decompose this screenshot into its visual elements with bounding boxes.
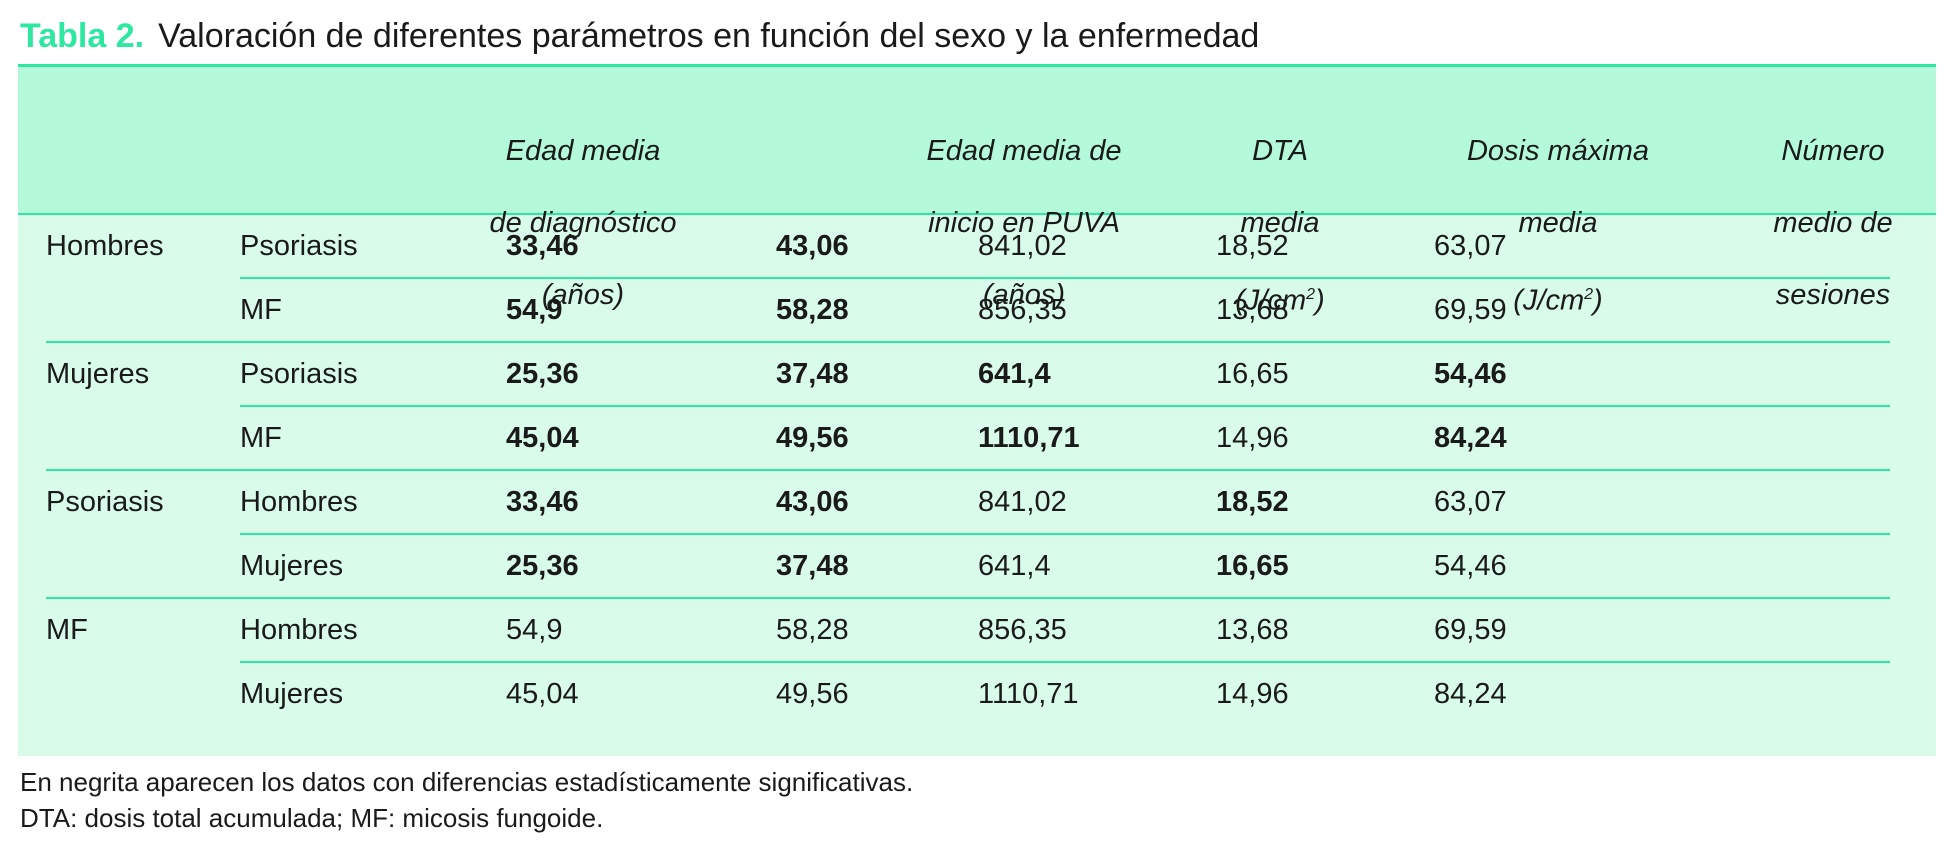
row-subgroup-label: Hombres: [240, 614, 358, 646]
row-divider: [240, 277, 1890, 279]
table-cell: 49,56: [776, 678, 849, 710]
footnote-bold-significance: En negrita aparecen los datos con difere…: [20, 767, 914, 797]
table-row: Hombres Psoriasis 33,46 43,06 841,02 18,52 63,…: [18, 214, 1936, 278]
table-cell: 54,9: [506, 614, 563, 646]
table-cell: 16,65: [1216, 358, 1289, 390]
row-subgroup-label: Psoriasis: [240, 230, 358, 262]
row-subgroup-label: MF: [240, 294, 282, 326]
table-cell: 84,24: [1434, 678, 1507, 710]
table-cell: 641,4: [978, 550, 1051, 582]
row-divider: [46, 469, 1890, 471]
table-cell: 18,52: [1216, 486, 1289, 518]
table-row: Mujeres 45,04 49,56 1110,71 14,96 84,24: [18, 662, 1936, 726]
table-cell: 13,68: [1216, 614, 1289, 646]
table-title-text: Valoración de diferentes parámetros en f…: [158, 17, 1260, 55]
table-cell: 43,06: [776, 486, 849, 518]
row-group-label: MF: [46, 614, 88, 646]
table-row: Mujeres 25,36 37,48 641,4 16,65 54,46: [18, 534, 1936, 598]
table-cell: 33,46: [506, 230, 579, 262]
table-header-row: Edad media de diagnóstico (años) Edad me…: [18, 67, 1936, 317]
row-divider: [46, 341, 1890, 343]
table-row: Mujeres Psoriasis 25,36 37,48 641,4 16,65 54,4…: [18, 342, 1936, 406]
table-cell: 43,06: [776, 230, 849, 262]
table-cell: 37,48: [776, 358, 849, 390]
table-cell: 33,46: [506, 486, 579, 518]
table-row: MF 45,04 49,56 1110,71 14,96 84,24: [18, 406, 1936, 470]
column-header-numero-sesiones: Número medio de sesiones: [1773, 135, 1893, 311]
table-cell: 63,07: [1434, 486, 1507, 518]
table-cell: 69,59: [1434, 614, 1507, 646]
table-row: MF Hombres 54,9 58,28 856,35 13,68 69,59: [18, 598, 1936, 662]
row-subgroup-label: Psoriasis: [240, 358, 358, 390]
row-divider: [240, 405, 1890, 407]
table-cell: 641,4: [978, 358, 1051, 390]
table-cell: 37,48: [776, 550, 849, 582]
footnote-abbreviations: DTA: dosis total acumulada; MF: micosis …: [20, 803, 604, 833]
table-cell: 45,04: [506, 422, 579, 454]
row-subgroup-label: Mujeres: [240, 678, 344, 710]
row-subgroup-label: Hombres: [240, 486, 358, 518]
row-divider: [240, 533, 1890, 535]
table-title: Tabla 2. Valoración de diferentes parámet…: [20, 14, 1259, 58]
table-cell: 69,59: [1434, 294, 1507, 326]
table-cell: 25,36: [506, 550, 579, 582]
table-cell: 84,24: [1434, 422, 1507, 454]
row-group-label: Hombres: [46, 230, 164, 262]
table-cell: 841,02: [978, 230, 1067, 262]
table-cell: 14,96: [1216, 422, 1289, 454]
table-cell: 49,56: [776, 422, 849, 454]
table-cell: 63,07: [1434, 230, 1507, 262]
table-cell: 18,52: [1216, 230, 1289, 262]
row-subgroup-label: Mujeres: [240, 550, 344, 582]
row-divider: [240, 661, 1890, 663]
table-cell: 54,9: [506, 294, 563, 326]
table-number-label: Tabla 2.: [20, 17, 145, 55]
column-header-dta-media: DTA media (J/cm2): [1235, 135, 1325, 317]
column-header-edad-inicio-puva: Edad media de inicio en PUVA (años): [926, 135, 1122, 311]
table-cell: 54,46: [1434, 358, 1507, 390]
data-table: Edad media de diagnóstico (años) Edad me…: [18, 64, 1936, 756]
table-cell: 58,28: [776, 614, 849, 646]
table-cell: 58,28: [776, 294, 849, 326]
table-cell: 13,68: [1216, 294, 1289, 326]
table-cell: 25,36: [506, 358, 579, 390]
column-header-edad-diagnostico: Edad media de diagnóstico (años): [489, 135, 677, 311]
table-cell: 54,46: [1434, 550, 1507, 582]
column-header-dosis-maxima-media: Dosis máxima media (J/cm2): [1466, 135, 1650, 317]
table-cell: 856,35: [978, 294, 1067, 326]
table-cell: 1110,71: [978, 422, 1080, 454]
table-row: MF 54,9 58,28 856,35 13,68 69,59: [18, 278, 1936, 342]
table-cell: 14,96: [1216, 678, 1289, 710]
table-cell: 45,04: [506, 678, 579, 710]
table-cell: 1110,71: [978, 678, 1079, 710]
row-group-label: Psoriasis: [46, 486, 164, 518]
table-row: Psoriasis Hombres 33,46 43,06 841,02 18,52 63,…: [18, 470, 1936, 534]
row-divider: [46, 597, 1890, 599]
table-cell: 16,65: [1216, 550, 1289, 582]
row-subgroup-label: MF: [240, 422, 282, 454]
table-cell: 841,02: [978, 486, 1067, 518]
table-cell: 856,35: [978, 614, 1067, 646]
row-group-label: Mujeres: [46, 358, 150, 390]
